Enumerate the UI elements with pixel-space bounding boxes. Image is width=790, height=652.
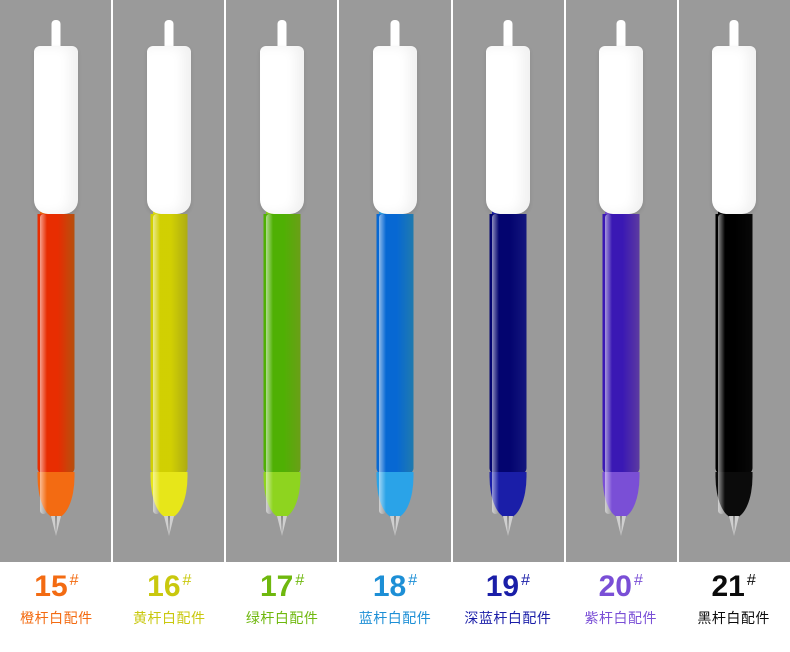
pen-nib	[164, 516, 174, 536]
pen-desc: 紫杆白配件	[564, 608, 677, 628]
pen-number: 19#	[486, 572, 530, 602]
pen-grip	[490, 472, 527, 518]
pen-grip	[376, 472, 413, 518]
pen-label: 16# 黄杆白配件	[113, 572, 226, 652]
pen-slot	[566, 0, 679, 562]
hash-symbol: #	[408, 572, 417, 589]
pen-plunger	[164, 20, 173, 48]
pen-label: 17# 绿杆白配件	[226, 572, 339, 652]
pen-barrel	[716, 214, 753, 474]
pen-nib	[390, 516, 400, 536]
pen-stage	[0, 0, 790, 562]
pen-plunger	[730, 20, 739, 48]
pen	[32, 20, 80, 540]
pen-number: 17#	[260, 572, 304, 602]
pen-grip	[37, 472, 74, 518]
pen-clip	[712, 46, 756, 214]
pen-barrel	[490, 214, 527, 474]
pen-nib	[51, 516, 61, 536]
pen-barrel	[150, 214, 187, 474]
pen-slot	[226, 0, 339, 562]
pen-number: 21#	[711, 572, 755, 602]
pen-clip	[373, 46, 417, 214]
pen-clip	[34, 46, 78, 214]
pen-label: 19# 深蓝杆白配件	[451, 572, 564, 652]
pen-nib	[729, 516, 739, 536]
pen-number: 18#	[373, 572, 417, 602]
pen-barrel	[376, 214, 413, 474]
pen	[484, 20, 532, 540]
pen	[145, 20, 193, 540]
pen-number: 15#	[34, 572, 78, 602]
label-row: 15# 橙杆白配件 16# 黄杆白配件 17# 绿杆白配件 18# 蓝杆白配件 …	[0, 562, 790, 652]
pen-barrel	[603, 214, 640, 474]
pen-clip	[486, 46, 530, 214]
pen-desc: 黄杆白配件	[113, 608, 226, 628]
pen-plunger	[277, 20, 286, 48]
pen-barrel	[37, 214, 74, 474]
pen-plunger	[617, 20, 626, 48]
pen-slot	[0, 0, 113, 562]
pen-nib	[503, 516, 513, 536]
pen	[258, 20, 306, 540]
pen-desc: 深蓝杆白配件	[451, 608, 564, 628]
pen-slot	[339, 0, 452, 562]
pen-clip	[599, 46, 643, 214]
hash-symbol: #	[747, 572, 756, 589]
pen-grip	[263, 472, 300, 518]
pen-label: 21# 黑杆白配件	[677, 572, 790, 652]
pen-grip	[603, 472, 640, 518]
pen-plunger	[390, 20, 399, 48]
pen-desc: 绿杆白配件	[226, 608, 339, 628]
pen-label: 15# 橙杆白配件	[0, 572, 113, 652]
pen-grip	[716, 472, 753, 518]
pen	[597, 20, 645, 540]
pen-grip	[150, 472, 187, 518]
pen-plunger	[504, 20, 513, 48]
hash-symbol: #	[634, 572, 643, 589]
pen-clip	[260, 46, 304, 214]
pen-barrel	[263, 214, 300, 474]
pen-desc: 黑杆白配件	[677, 608, 790, 628]
pen-label: 18# 蓝杆白配件	[339, 572, 452, 652]
pen-clip	[147, 46, 191, 214]
pen-desc: 蓝杆白配件	[339, 608, 452, 628]
pen-plunger	[51, 20, 60, 48]
pen-nib	[616, 516, 626, 536]
hash-symbol: #	[70, 572, 79, 589]
pen	[710, 20, 758, 540]
hash-symbol: #	[295, 572, 304, 589]
pen-number: 16#	[147, 572, 191, 602]
pen-slot	[679, 0, 790, 562]
pen-slot	[453, 0, 566, 562]
hash-symbol: #	[183, 572, 192, 589]
pen-desc: 橙杆白配件	[0, 608, 113, 628]
pen	[371, 20, 419, 540]
hash-symbol: #	[521, 572, 530, 589]
pen-slot	[113, 0, 226, 562]
pen-number: 20#	[599, 572, 643, 602]
pen-label: 20# 紫杆白配件	[564, 572, 677, 652]
pen-nib	[277, 516, 287, 536]
